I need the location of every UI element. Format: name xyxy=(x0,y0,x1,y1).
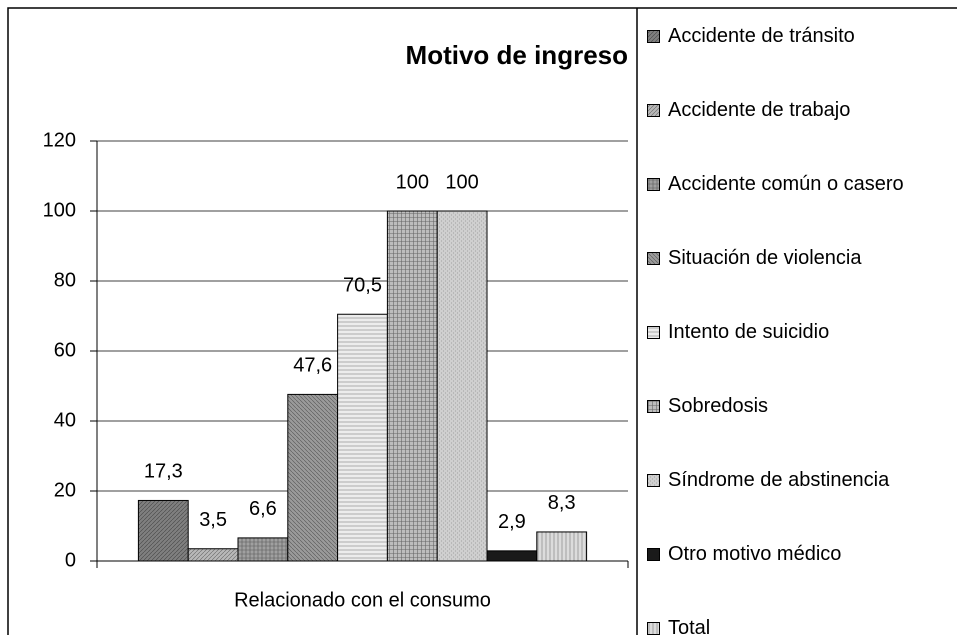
legend-swatch xyxy=(647,178,660,191)
legend-swatch-fill xyxy=(647,474,660,487)
legend-item: Accidente común o casero xyxy=(647,169,952,199)
legend-item: Situación de violencia xyxy=(647,243,952,273)
legend-label: Intento de suicidio xyxy=(668,321,830,343)
legend-swatch-fill xyxy=(647,178,660,191)
legend-label: Otro motivo médico xyxy=(668,543,842,565)
legend-swatch xyxy=(647,622,660,635)
y-tick-label: 80 xyxy=(54,269,76,291)
data-label: 3,5 xyxy=(199,509,227,531)
bar xyxy=(386,210,438,562)
data-label: 8,3 xyxy=(548,492,576,514)
data-label: 2,9 xyxy=(498,511,526,533)
legend-swatch xyxy=(647,30,660,43)
data-label: 6,6 xyxy=(249,498,277,520)
legend-swatch xyxy=(647,252,660,265)
bar xyxy=(436,210,488,562)
chart-border xyxy=(7,7,957,635)
bar xyxy=(337,313,388,562)
legend-item: Otro motivo médico xyxy=(647,539,952,569)
bar xyxy=(486,550,538,562)
chart-title: Motivo de ingreso xyxy=(406,40,628,70)
x-tick-label: Relacionado con el consumo xyxy=(234,589,491,611)
bar xyxy=(187,548,239,562)
data-label: 47,6 xyxy=(293,355,332,377)
legend-item: Sobredosis xyxy=(647,391,952,421)
legend-swatch xyxy=(647,474,660,487)
legend-item: Accidente de tránsito xyxy=(647,21,952,51)
legend-label: Total xyxy=(668,617,711,635)
y-tick-label: 120 xyxy=(43,129,76,151)
legend-item: Intento de suicidio xyxy=(647,317,952,347)
data-label: 100 xyxy=(445,171,478,193)
legend-swatch xyxy=(647,104,660,117)
legend-swatch-fill xyxy=(647,622,660,635)
y-tick-label: 20 xyxy=(54,479,76,501)
bar xyxy=(287,393,339,562)
legend-swatch-fill xyxy=(647,326,660,339)
bar xyxy=(536,531,588,562)
legend-label: Accidente de tránsito xyxy=(668,25,855,47)
legend-label: Síndrome de abstinencia xyxy=(668,469,890,491)
bar xyxy=(137,499,189,562)
legend-label: Accidente común o casero xyxy=(668,173,904,195)
legend-swatch xyxy=(647,326,660,339)
data-label: 70,5 xyxy=(343,275,382,297)
y-tick-label: 60 xyxy=(54,339,76,361)
legend-swatch-fill xyxy=(647,252,660,265)
y-tick-label: 40 xyxy=(54,409,76,431)
y-tick-label: 0 xyxy=(65,549,76,571)
legend-label: Sobredosis xyxy=(668,395,769,417)
legend-swatch xyxy=(647,400,660,413)
legend-swatch xyxy=(647,548,660,561)
legend-swatch-fill xyxy=(647,104,660,117)
legend-item: Síndrome de abstinencia xyxy=(647,465,952,495)
bar xyxy=(237,537,289,562)
data-label: 17,3 xyxy=(144,461,183,483)
legend-label: Situación de violencia xyxy=(668,247,862,269)
legend-swatch-fill xyxy=(647,548,660,561)
legend-swatch-fill xyxy=(647,400,660,413)
legend-swatch-fill xyxy=(647,30,660,43)
y-tick-label: 100 xyxy=(43,199,76,221)
legend-item: Total xyxy=(647,613,952,635)
legend-item: Accidente de trabajo xyxy=(647,95,952,125)
data-label: 100 xyxy=(396,171,429,193)
legend-label: Accidente de trabajo xyxy=(668,99,851,121)
